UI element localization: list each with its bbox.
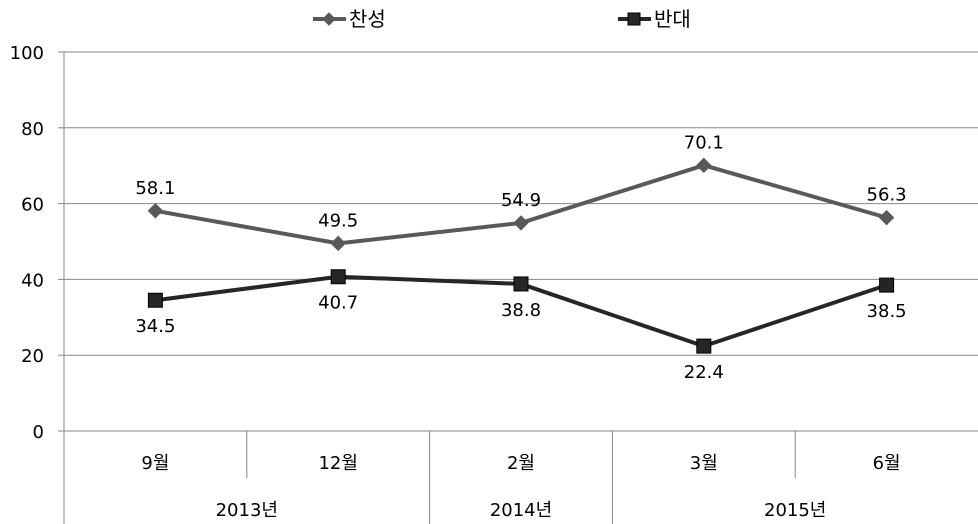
group-label: 2013년 [216, 500, 278, 521]
y-tick-label: 100 [10, 43, 44, 64]
data-label: 38.8 [501, 300, 541, 321]
category-label: 12월 [318, 453, 357, 474]
series-0: 58.1 49.5 54.9 70.1 56.3 [135, 132, 907, 252]
data-label: 34.5 [135, 316, 175, 337]
y-tick-label: 80 [21, 119, 44, 140]
data-point [147, 203, 164, 219]
x-axis: 9월 12월 2월 3월 6월 2013년 2014년 2015년 [141, 431, 901, 524]
data-label: 49.5 [318, 210, 358, 231]
category-label: 2월 [507, 453, 535, 474]
data-point [879, 277, 895, 293]
category-label: 3월 [690, 453, 718, 474]
legend-item: 반대 [618, 7, 691, 31]
data-point [696, 338, 712, 354]
group-label: 2014년 [490, 500, 552, 521]
legend-marker [322, 12, 336, 26]
y-axis: 0 20 40 60 80 100 [10, 43, 65, 524]
legend-item: 찬성 [313, 7, 386, 31]
series-layer: 58.1 49.5 54.9 70.1 56.3 34.5 40.7 38.8 22.4 38.5 [135, 132, 906, 383]
y-tick-label: 0 [33, 422, 44, 443]
y-tick-label: 40 [21, 270, 44, 291]
data-label: 56.3 [867, 185, 907, 206]
y-tick-label: 20 [21, 346, 44, 367]
y-tick-label: 60 [21, 195, 44, 216]
data-point [513, 215, 529, 231]
data-label: 22.4 [684, 362, 724, 383]
data-point [330, 235, 346, 252]
data-point [878, 209, 895, 226]
data-point [147, 292, 163, 308]
legend: 찬성 반대 [313, 7, 691, 31]
series-1: 34.5 40.7 38.8 22.4 38.5 [135, 269, 907, 383]
data-point [696, 157, 712, 174]
data-label: 58.1 [135, 178, 175, 199]
legend-marker [627, 12, 641, 26]
data-label: 40.7 [318, 293, 358, 314]
data-point [330, 269, 346, 285]
data-point [513, 276, 529, 292]
data-label: 38.5 [867, 301, 907, 322]
legend-label: 찬성 [349, 7, 386, 31]
category-label: 9월 [141, 453, 169, 474]
group-label: 2015년 [764, 500, 826, 521]
data-label: 54.9 [501, 190, 541, 211]
data-label: 70.1 [684, 132, 724, 153]
gridlines [64, 51, 978, 432]
legend-label: 반대 [654, 7, 691, 31]
category-label: 6월 [873, 453, 901, 474]
